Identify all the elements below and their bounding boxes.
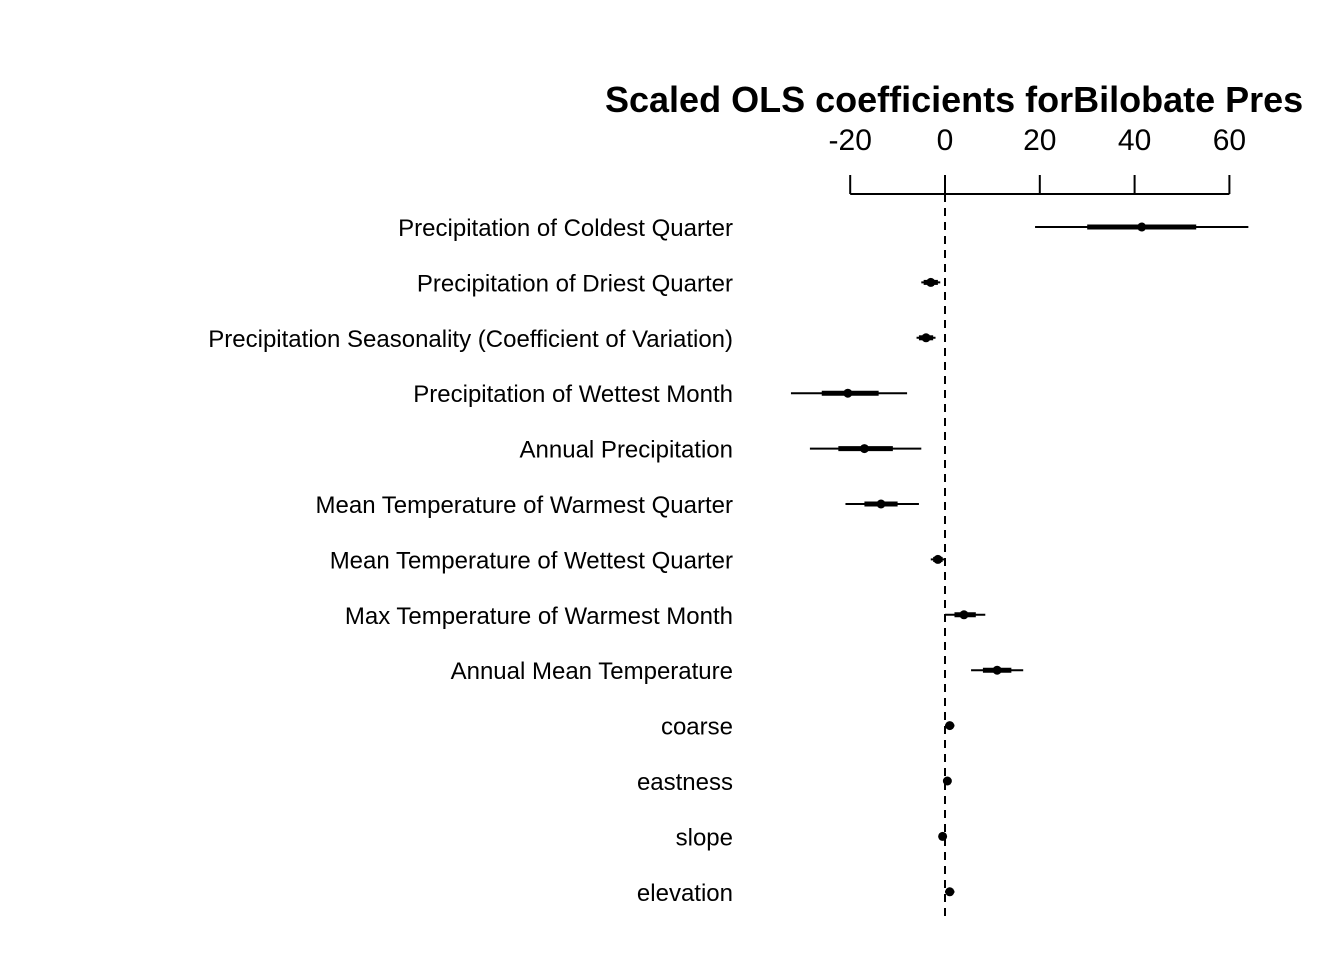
x-tick-label: 40 — [1118, 124, 1151, 157]
point-estimate — [1137, 222, 1147, 232]
chart-title: Scaled OLS coefficients forBilobate Pres — [605, 79, 1303, 120]
row-label: coarse — [661, 714, 733, 741]
x-tick-label: -20 — [829, 124, 872, 157]
point-estimate — [921, 333, 931, 343]
row-label: elevation — [637, 880, 733, 907]
coefficient-row: Annual Mean Temperature — [451, 658, 1024, 685]
row-label: Mean Temperature of Warmest Quarter — [316, 492, 734, 519]
coefficient-row: Precipitation of Wettest Month — [413, 381, 908, 408]
point-estimate — [992, 665, 1002, 675]
coefficient-row: Annual Precipitation — [520, 437, 922, 464]
point-estimate — [843, 388, 853, 398]
point-estimate — [926, 277, 936, 287]
x-axis: -20 0 20 40 60 — [829, 124, 1246, 195]
row-label: Precipitation of Driest Quarter — [417, 270, 733, 297]
row-label: Precipitation of Wettest Month — [413, 381, 733, 408]
coefficient-rows: Precipitation of Coldest Quarter Precipit… — [208, 215, 1249, 907]
coefficient-row: Mean Temperature of Warmest Quarter — [316, 492, 919, 519]
x-tick-label: 0 — [937, 124, 954, 157]
coefficient-row: elevation — [637, 880, 955, 907]
coefficient-row: slope — [676, 824, 948, 851]
point-estimate — [933, 554, 943, 564]
row-label: Precipitation Seasonality (Coefficient o… — [208, 326, 733, 353]
point-estimate — [945, 887, 955, 897]
coefficient-row: Precipitation of Driest Quarter — [417, 270, 941, 297]
point-estimate — [876, 499, 886, 509]
row-label: Mean Temperature of Wettest Quarter — [330, 547, 733, 574]
coefficient-row: coarse — [661, 714, 955, 741]
row-label: Precipitation of Coldest Quarter — [398, 215, 733, 242]
point-estimate — [859, 444, 869, 454]
coefficient-row: eastness — [637, 769, 952, 796]
row-label: Annual Mean Temperature — [451, 658, 733, 685]
coefficient-row: Precipitation Seasonality (Coefficient o… — [208, 326, 936, 353]
coefficient-row: Mean Temperature of Wettest Quarter — [330, 547, 945, 574]
point-estimate — [942, 776, 952, 786]
point-estimate — [959, 610, 969, 620]
x-tick-label: 20 — [1023, 124, 1056, 157]
coefficient-row: Precipitation of Coldest Quarter — [398, 215, 1249, 242]
row-label: Annual Precipitation — [520, 437, 733, 464]
coefficient-row: Max Temperature of Warmest Month — [345, 603, 986, 630]
row-label: Max Temperature of Warmest Month — [345, 603, 733, 630]
x-tick-label: 60 — [1213, 124, 1246, 157]
point-estimate — [945, 721, 955, 731]
row-label: slope — [676, 824, 733, 851]
row-label: eastness — [637, 769, 733, 796]
point-estimate — [938, 831, 948, 841]
